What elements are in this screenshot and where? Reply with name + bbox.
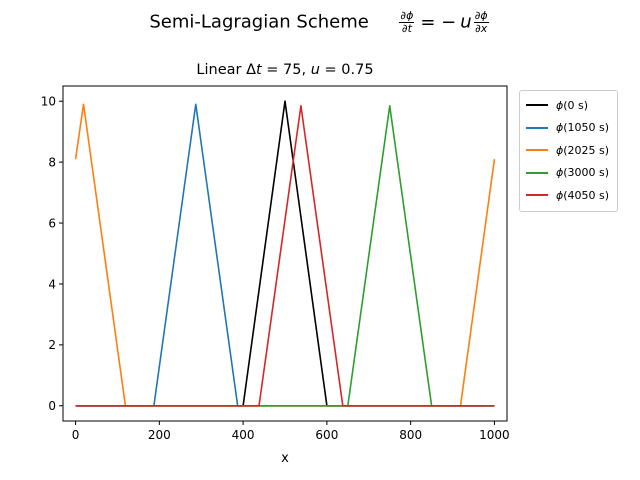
dphi-dt-numerator: ∂ϕ xyxy=(399,9,415,23)
legend-entry: ϕ(4050 s) xyxy=(520,184,617,207)
x-tick-label: 0 xyxy=(72,428,80,442)
x-tick-label: 600 xyxy=(315,428,338,442)
legend-label: ϕ(4050 s) xyxy=(556,188,610,202)
x-tick-label: 200 xyxy=(148,428,171,442)
dphi-dx-fraction: ∂ϕ ∂x xyxy=(473,9,489,35)
title-u-value: = 0.75 xyxy=(319,62,374,78)
title-dt-value: = 75, xyxy=(261,62,311,78)
axes-frame xyxy=(62,85,508,422)
y-tick-label: 2 xyxy=(48,338,56,352)
dphi-dt-fraction: ∂ϕ ∂t xyxy=(399,9,415,35)
legend-entry: ϕ(2025 s) xyxy=(520,139,617,162)
x-tick-label: 400 xyxy=(232,428,255,442)
series-line-1 xyxy=(75,103,495,407)
title-prefix: Linear Δ xyxy=(196,62,256,78)
x-tick-label: 800 xyxy=(399,428,422,442)
x-axis-ticks: 0 200 400 600 800 1000 xyxy=(72,421,510,442)
equation-u: u xyxy=(460,11,472,33)
y-tick-label: 10 xyxy=(41,95,56,109)
dphi-dt-denominator: ∂t xyxy=(401,22,412,35)
series-line-4 xyxy=(75,105,495,407)
title-u: u xyxy=(310,62,320,78)
series-line-2 xyxy=(74,103,496,407)
legend-entry: ϕ(1050 s) xyxy=(520,117,617,140)
suptitle-text: Semi-Lagragian Scheme xyxy=(149,11,369,33)
legend: ϕ(0 s) ϕ(1050 s) ϕ(2025 s) ϕ(3000 s) ϕ(4050 … xyxy=(519,90,618,212)
axes-title: Linear Δt = 75, u = 0.75 xyxy=(63,62,507,78)
y-tick-label: 8 xyxy=(48,155,56,169)
legend-swatch xyxy=(526,149,548,152)
x-axis-label: x xyxy=(281,451,289,466)
legend-label: ϕ(2025 s) xyxy=(556,143,610,157)
series-lines xyxy=(74,100,496,407)
figure-suptitle: Semi-Lagragian Scheme ∂ϕ ∂t = − u ∂ϕ ∂x xyxy=(0,10,640,35)
equation-equals: = − xyxy=(420,11,457,33)
y-tick-label: 6 xyxy=(48,216,56,230)
series-line-0 xyxy=(75,100,495,407)
y-tick-label: 0 xyxy=(48,399,56,413)
legend-swatch xyxy=(526,104,548,107)
y-tick-label: 4 xyxy=(48,277,56,291)
legend-swatch xyxy=(526,171,548,174)
legend-label: ϕ(1050 s) xyxy=(556,121,610,135)
title-t: t xyxy=(256,62,262,78)
legend-label: ϕ(0 s) xyxy=(556,98,589,112)
legend-entry: ϕ(0 s) xyxy=(520,94,617,117)
dphi-dx-denominator: ∂x xyxy=(475,22,488,35)
y-axis-ticks: 0 2 4 6 8 10 xyxy=(41,95,63,413)
series-line-3 xyxy=(75,105,495,407)
legend-swatch xyxy=(526,194,548,197)
dphi-dx-numerator: ∂ϕ xyxy=(473,9,489,23)
legend-label: ϕ(3000 s) xyxy=(556,166,610,180)
legend-swatch xyxy=(526,126,548,129)
legend-entry: ϕ(3000 s) xyxy=(520,162,617,185)
x-tick-label: 1000 xyxy=(479,428,510,442)
